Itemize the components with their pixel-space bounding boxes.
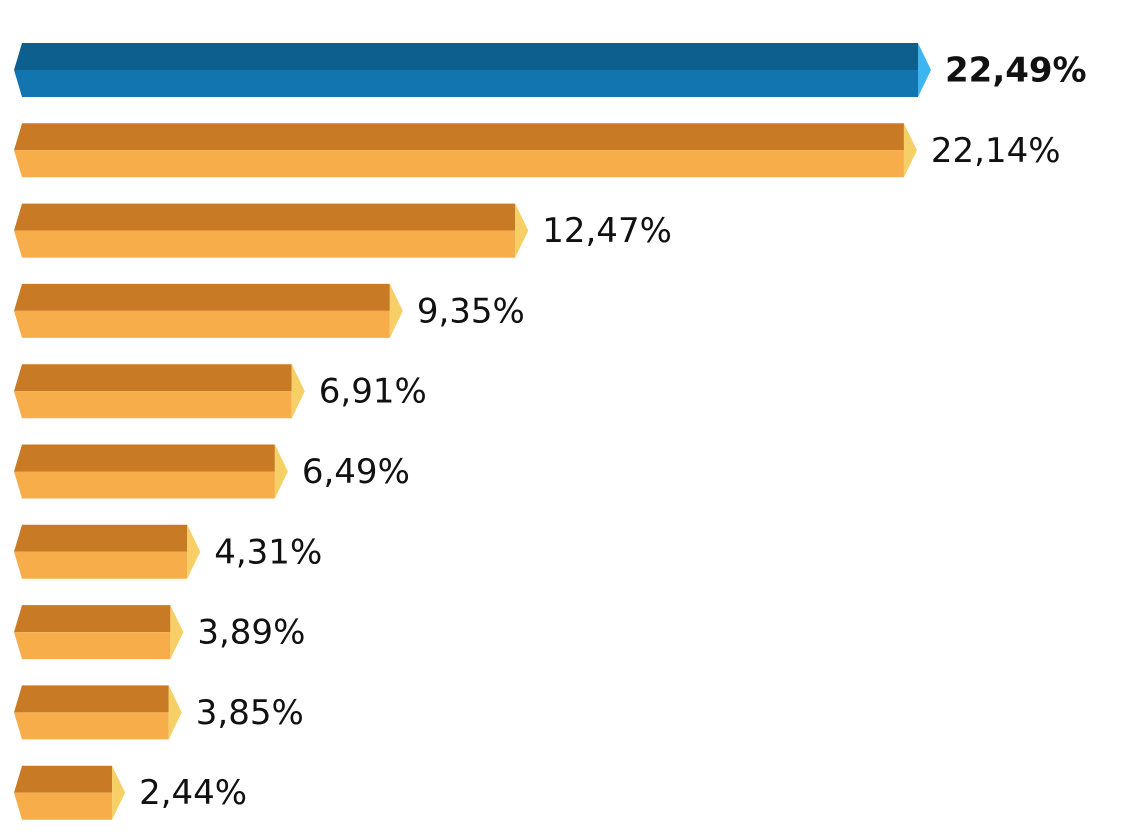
bar-value-label: 6,91% [319, 372, 427, 412]
bar [14, 524, 201, 579]
bar-value-label: 9,35% [417, 291, 525, 331]
bar-top-face [14, 203, 516, 231]
bar [14, 444, 288, 499]
bar-bottom-face [14, 70, 918, 97]
bar-value-label: 6,49% [302, 452, 410, 492]
bar-bottom-face [14, 230, 516, 258]
bar-value-label: 12,47% [542, 211, 672, 251]
bar-end-cap [274, 444, 288, 499]
bar [14, 685, 182, 740]
bar-top-face [14, 364, 292, 392]
bar-end-cap [389, 283, 403, 338]
bar-value-label: 3,85% [196, 693, 304, 733]
bar-value-label: 3,89% [197, 613, 305, 653]
bar-end-cap [168, 685, 182, 740]
bar-bottom-face [14, 391, 292, 419]
bar-end-cap [170, 605, 184, 660]
bar [14, 283, 403, 338]
bar [14, 605, 184, 660]
bar-end-cap [903, 123, 917, 178]
bar-top-face [14, 43, 918, 70]
bar [14, 123, 917, 178]
bar-top-face [14, 685, 169, 713]
bars-layer [14, 43, 931, 820]
bar-top-face [14, 524, 188, 552]
bar-end-cap [515, 203, 529, 258]
labels-layer: 22,49% 22,14% 12,47% 9,35% 6,91% 6,49% 4,31% 3,… [139, 51, 1087, 814]
bar-value-label: 22,49% [945, 51, 1087, 91]
bar [14, 364, 305, 419]
bar-top-face [14, 444, 275, 472]
bar-bottom-face [14, 712, 169, 740]
bar-top-face [14, 283, 390, 311]
bar-bottom-face [14, 551, 188, 579]
bar-bottom-face [14, 471, 275, 499]
bar-top-face [14, 123, 904, 151]
bar [14, 43, 931, 97]
bar-top-face [14, 605, 171, 633]
bar-value-label: 4,31% [214, 532, 322, 572]
bar-value-label: 2,44% [139, 773, 247, 813]
bar-end-cap [112, 765, 126, 820]
bar-bottom-face [14, 792, 113, 820]
bar-end-cap [918, 43, 931, 97]
bar-bottom-face [14, 150, 904, 178]
bar-value-label: 22,14% [931, 131, 1061, 171]
bar-bottom-face [14, 632, 171, 660]
bar-bottom-face [14, 310, 390, 338]
bar [14, 203, 529, 258]
bar-end-cap [291, 364, 305, 419]
bar [14, 765, 126, 820]
bar-end-cap [187, 524, 201, 579]
bar-top-face [14, 765, 113, 793]
